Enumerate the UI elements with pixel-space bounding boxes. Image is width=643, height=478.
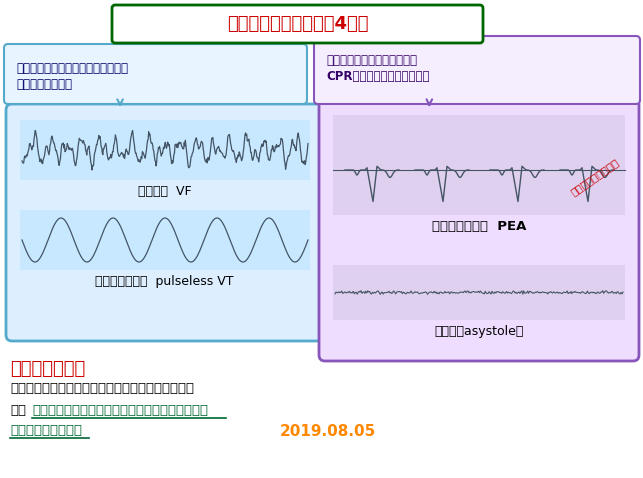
FancyBboxPatch shape (314, 36, 640, 104)
FancyBboxPatch shape (333, 265, 625, 320)
Text: 対応義務者とは: 対応義務者とは (10, 360, 86, 378)
Text: 無脈性心室頻拍  pulseless VT: 無脈性心室頻拍 pulseless VT (95, 275, 234, 288)
Text: 期待・想定される者: 期待・想定される者 (10, 424, 82, 437)
Text: 心停止時の心電図波形4種類: 心停止時の心電図波形4種類 (227, 15, 368, 33)
Text: から: から (10, 404, 26, 417)
FancyBboxPatch shape (112, 5, 483, 43)
Text: 非医療従事者のうち、業務の内容や活動領域の性格: 非医療従事者のうち、業務の内容や活動領域の性格 (10, 382, 194, 395)
FancyBboxPatch shape (6, 104, 323, 341)
Text: 2019.08.05: 2019.08.05 (280, 424, 376, 439)
Text: 心静止（asystole）: 心静止（asystole） (434, 325, 523, 338)
Text: 目撃された突然の心停止に多い波形: 目撃された突然の心停止に多い波形 (16, 62, 128, 75)
FancyBboxPatch shape (20, 120, 310, 180)
FancyBboxPatch shape (319, 99, 639, 361)
Text: CPRで繋ぎ救外での原因治療: CPRで繋ぎ救外での原因治療 (326, 70, 430, 83)
FancyBboxPatch shape (20, 210, 310, 270)
Text: 除細動の適応です: 除細動の適応です (16, 78, 72, 91)
Text: この波形は除細動の適応外、: この波形は除細動の適応外、 (326, 54, 417, 67)
FancyBboxPatch shape (333, 115, 625, 215)
Text: 心室細動  VF: 心室細動 VF (138, 185, 192, 198)
FancyBboxPatch shape (4, 44, 307, 104)
Text: 無脈性電気活動  PEA: 無脈性電気活動 PEA (432, 220, 526, 233)
Text: 一定頻度で心停止に対し応急の対応をすることが: 一定頻度で心停止に対し応急の対応をすることが (32, 404, 208, 417)
Text: 溺水事故に多い波形: 溺水事故に多い波形 (569, 157, 621, 197)
